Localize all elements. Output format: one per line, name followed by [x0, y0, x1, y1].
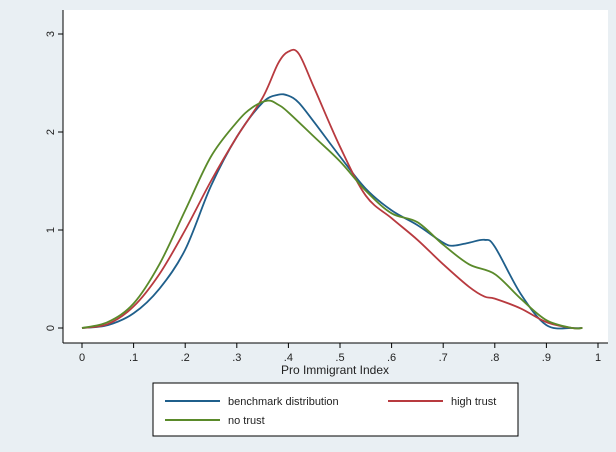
x-tick-label: .6 — [387, 352, 396, 364]
y-tick-label: 0 — [45, 325, 57, 331]
y-tick-label: 2 — [45, 129, 57, 135]
legend-label-no-trust: no trust — [228, 415, 265, 427]
x-tick-label: .5 — [335, 352, 344, 364]
x-axis-title: Pro Immigrant Index — [281, 363, 389, 377]
legend-box — [152, 382, 519, 437]
x-tick-label: .1 — [129, 352, 138, 364]
x-axis-ticks: 0 .1 .2 .3 .4 .5 .6 .7 .8 .9 1 — [79, 343, 601, 364]
x-tick-label: .2 — [181, 352, 190, 364]
x-tick-label: 1 — [595, 352, 601, 364]
x-tick-label: .3 — [232, 352, 241, 364]
series-line-high-trust — [81, 48, 583, 330]
y-tick-label: 3 — [45, 31, 57, 37]
legend-label-high-trust: high trust — [451, 396, 496, 408]
x-tick-label: .7 — [439, 352, 448, 364]
legend-label-benchmark-distribution: benchmark distribution — [228, 396, 339, 408]
series-layer — [81, 48, 583, 330]
x-tick-label: .4 — [284, 352, 293, 364]
series-line-no-trust — [81, 99, 583, 330]
series-line-benchmark-distribution — [81, 93, 583, 330]
x-tick-label: .9 — [542, 352, 551, 364]
legend: benchmark distribution high trust no trust — [152, 382, 519, 437]
x-tick-label: .8 — [490, 352, 499, 364]
y-axis-ticks: 0 1 2 3 — [45, 31, 63, 331]
x-tick-label: 0 — [79, 352, 85, 364]
y-tick-label: 1 — [45, 227, 57, 233]
